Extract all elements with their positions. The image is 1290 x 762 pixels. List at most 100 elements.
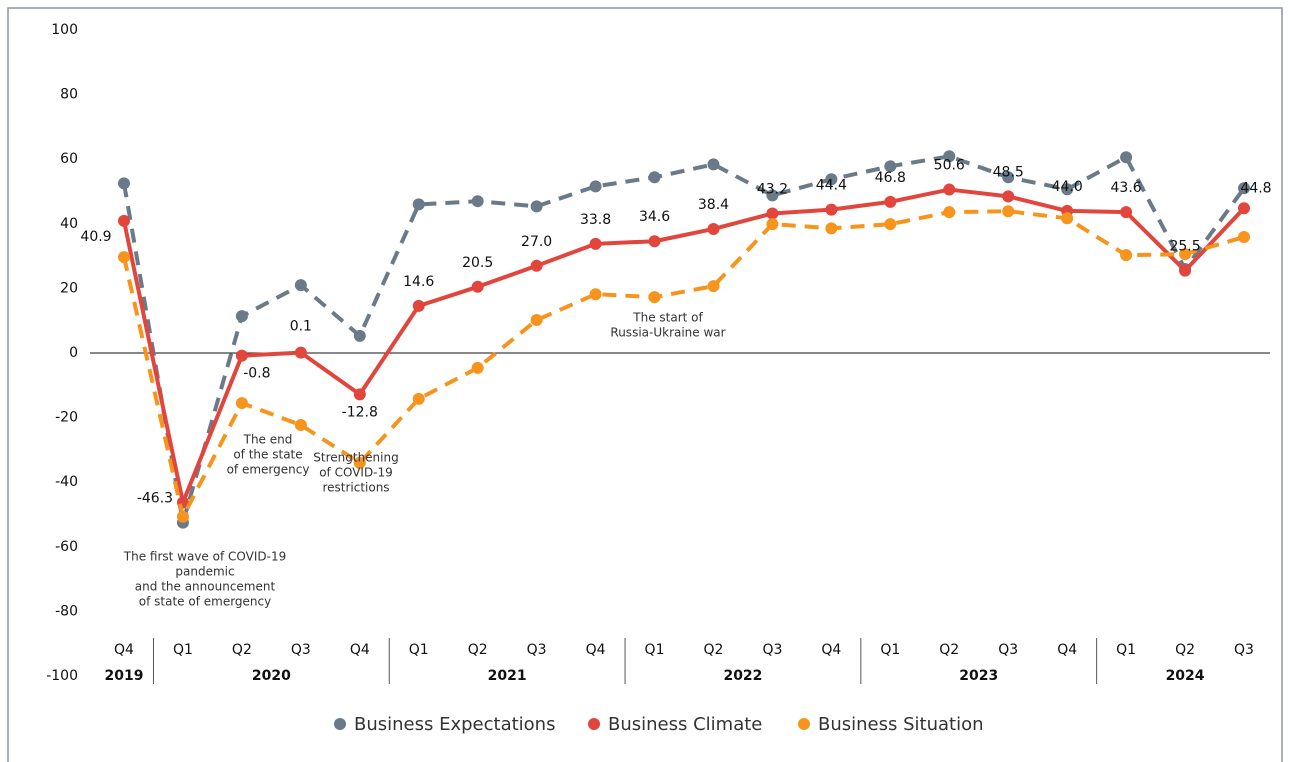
series-marker [884, 195, 897, 208]
year-label: 2022 [723, 668, 762, 684]
series-marker [294, 346, 307, 359]
series-marker [1179, 264, 1192, 277]
legend-label: Business Climate [608, 714, 762, 735]
series-marker [825, 173, 838, 186]
series-marker [235, 349, 248, 362]
data-label: 25.5 [1169, 239, 1200, 255]
series-marker [766, 207, 779, 220]
x-tick-label: Q3 [527, 642, 547, 658]
data-label: 27.0 [521, 234, 552, 250]
annotation: of COVID-19 [319, 466, 393, 480]
series-marker [1002, 205, 1015, 218]
annotation: The first wave of COVID-19 [123, 550, 286, 564]
annotation: and the announcement [135, 580, 276, 594]
series-marker [884, 218, 897, 231]
data-label: 48.5 [993, 164, 1024, 180]
x-tick-label: Q3 [998, 642, 1018, 658]
year-label: 2021 [488, 668, 527, 684]
series-marker [1002, 190, 1015, 203]
series-marker [530, 314, 543, 327]
series-marker [648, 171, 661, 184]
series-marker [471, 195, 484, 208]
data-label: 46.8 [875, 170, 906, 186]
data-label: 50.6 [934, 158, 965, 174]
series-marker [943, 206, 956, 219]
x-tick-label: Q4 [586, 642, 606, 658]
frame [7, 7, 1283, 762]
series-marker [1120, 206, 1133, 219]
series-marker [235, 397, 248, 410]
series-marker [707, 280, 720, 293]
data-label: 20.5 [462, 255, 493, 271]
series-marker [294, 279, 307, 292]
x-tick-label: Q2 [939, 642, 959, 658]
annotation: Strengthening [313, 451, 398, 465]
x-tick-label: Q2 [232, 642, 252, 658]
series-marker [353, 456, 366, 469]
annotation: of emergency [227, 463, 310, 477]
series-marker [1120, 151, 1133, 164]
data-label: 43.6 [1111, 180, 1142, 196]
annotation: of state of emergency [139, 595, 271, 609]
series-marker [589, 288, 602, 301]
series-marker [648, 291, 661, 304]
series-marker [943, 183, 956, 196]
x-tick-label: Q1 [409, 642, 429, 658]
series-marker [471, 280, 484, 293]
series-marker [707, 158, 720, 171]
x-tick-label: Q1 [173, 642, 193, 658]
year-label: 2023 [959, 668, 998, 684]
y-tick-label: 40 [60, 216, 78, 232]
x-tick-label: Q4 [114, 642, 134, 658]
y-tick-label: 80 [60, 87, 78, 103]
series-marker [1238, 202, 1250, 215]
series-marker [412, 392, 425, 405]
series-marker [1238, 231, 1250, 244]
data-label: 38.4 [698, 197, 729, 213]
y-tick-label: 20 [60, 280, 78, 296]
x-tick-label: Q2 [468, 642, 488, 658]
data-label: 44.0 [1052, 179, 1083, 195]
x-tick-label: Q3 [762, 642, 782, 658]
series-marker [118, 177, 130, 190]
series-marker [825, 203, 838, 216]
series-marker [118, 251, 130, 264]
series-line [122, 209, 1245, 519]
legend-label: Business Expectations [354, 714, 555, 735]
x-tick-label: Q4 [1057, 642, 1077, 658]
series-marker [530, 200, 543, 213]
data-label: 43.2 [757, 181, 788, 197]
series-marker [176, 510, 189, 523]
y-tick-label: 100 [51, 22, 78, 38]
series-marker [1238, 182, 1250, 195]
x-tick-label: Q4 [821, 642, 841, 658]
series-marker [825, 222, 838, 235]
x-tick-label: Q3 [291, 642, 311, 658]
y-tick-label: -80 [55, 603, 78, 619]
data-label: 14.6 [403, 274, 434, 290]
series-marker [118, 214, 130, 227]
annotation: Russia-Ukraine war [610, 326, 725, 340]
data-label: 40.9 [80, 229, 111, 245]
series-marker [353, 388, 366, 401]
legend-marker [334, 718, 346, 730]
y-tick-label: 60 [60, 151, 78, 167]
series-marker [530, 259, 543, 272]
series-marker [294, 419, 307, 432]
series-marker [766, 218, 779, 231]
annotation: of the state [233, 448, 302, 462]
series-marker [943, 150, 956, 163]
y-tick-label: 0 [69, 345, 78, 361]
series-marker [412, 299, 425, 312]
series-marker [235, 310, 248, 323]
x-tick-label: Q1 [1116, 642, 1136, 658]
annotation: pandemic [175, 565, 234, 579]
series-marker [766, 189, 779, 202]
x-tick-label: Q1 [645, 642, 665, 658]
series-marker [412, 198, 425, 211]
year-label: 2024 [1166, 668, 1205, 684]
series-marker [589, 237, 602, 250]
series-marker [648, 235, 661, 248]
year-label: 2020 [252, 668, 291, 684]
series-marker [1120, 249, 1133, 262]
